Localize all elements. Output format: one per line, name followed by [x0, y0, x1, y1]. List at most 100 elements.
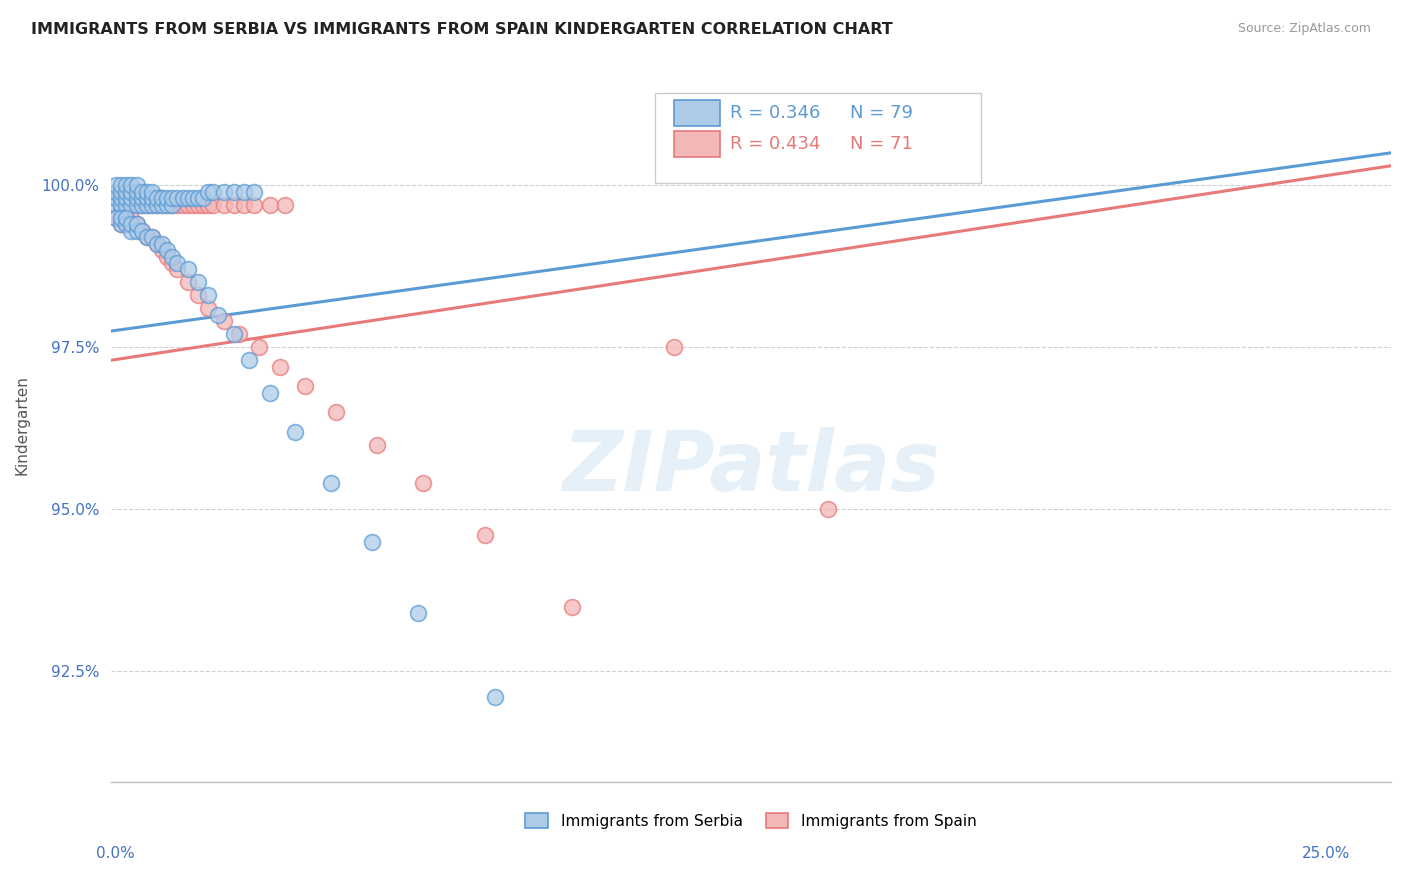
Point	[222, 327, 245, 342]
Point	[233, 185, 256, 199]
Point	[146, 191, 169, 205]
Text: 0.0%: 0.0%	[96, 847, 135, 861]
Point	[259, 385, 281, 400]
Point	[162, 191, 184, 205]
Point	[177, 197, 200, 211]
Point	[319, 476, 342, 491]
Point	[115, 185, 138, 199]
Point	[105, 191, 128, 205]
Point	[131, 197, 153, 211]
Point	[125, 224, 148, 238]
Point	[120, 185, 142, 199]
Point	[105, 197, 128, 211]
Point	[120, 217, 142, 231]
Point	[131, 224, 153, 238]
Point	[222, 197, 245, 211]
Point	[125, 191, 148, 205]
Legend: Immigrants from Serbia, Immigrants from Spain: Immigrants from Serbia, Immigrants from …	[519, 806, 983, 835]
Text: R = 0.346: R = 0.346	[731, 103, 821, 121]
Point	[228, 327, 250, 342]
Point	[177, 191, 200, 205]
Point	[474, 528, 496, 542]
Point	[212, 185, 235, 199]
Text: N = 71: N = 71	[849, 135, 912, 153]
Point	[125, 191, 148, 205]
Point	[187, 197, 209, 211]
Point	[146, 236, 169, 251]
Point	[817, 502, 839, 516]
Point	[212, 197, 235, 211]
Point	[110, 197, 132, 211]
Point	[110, 191, 132, 205]
Point	[166, 197, 188, 211]
Point	[105, 191, 128, 205]
Point	[125, 217, 148, 231]
FancyBboxPatch shape	[655, 94, 981, 183]
Point	[191, 191, 214, 205]
Point	[120, 217, 142, 231]
Point	[274, 197, 297, 211]
Point	[141, 197, 163, 211]
Point	[110, 211, 132, 225]
Point	[105, 211, 128, 225]
Point	[115, 217, 138, 231]
Point	[150, 191, 173, 205]
FancyBboxPatch shape	[673, 131, 720, 157]
Point	[135, 197, 157, 211]
Text: IMMIGRANTS FROM SERBIA VS IMMIGRANTS FROM SPAIN KINDERGARTEN CORRELATION CHART: IMMIGRANTS FROM SERBIA VS IMMIGRANTS FRO…	[31, 22, 893, 37]
Point	[105, 178, 128, 193]
Point	[284, 425, 307, 439]
Point	[294, 379, 316, 393]
Point	[166, 262, 188, 277]
Point	[166, 256, 188, 270]
Point	[366, 437, 388, 451]
Point	[361, 534, 384, 549]
Point	[125, 197, 148, 211]
Point	[259, 197, 281, 211]
Point	[110, 185, 132, 199]
Point	[172, 197, 194, 211]
Point	[166, 191, 188, 205]
Point	[125, 217, 148, 231]
Point	[197, 185, 219, 199]
Point	[202, 197, 225, 211]
Point	[135, 230, 157, 244]
Point	[162, 197, 184, 211]
Point	[191, 197, 214, 211]
Point	[150, 197, 173, 211]
Point	[115, 191, 138, 205]
Point	[125, 178, 148, 193]
Point	[120, 224, 142, 238]
Point	[197, 197, 219, 211]
Point	[146, 197, 169, 211]
Point	[125, 197, 148, 211]
Point	[162, 197, 184, 211]
Point	[141, 191, 163, 205]
Point	[202, 185, 225, 199]
Point	[243, 185, 266, 199]
Point	[172, 191, 194, 205]
Point	[131, 185, 153, 199]
Point	[141, 230, 163, 244]
Point	[115, 178, 138, 193]
Point	[212, 314, 235, 328]
Point	[110, 211, 132, 225]
Point	[162, 256, 184, 270]
Point	[177, 262, 200, 277]
Point	[115, 197, 138, 211]
Point	[146, 191, 169, 205]
Point	[197, 301, 219, 316]
Point	[135, 191, 157, 205]
Point	[187, 288, 209, 302]
Point	[120, 191, 142, 205]
Point	[156, 243, 179, 257]
Point	[181, 191, 204, 205]
Point	[110, 204, 132, 219]
Point	[120, 185, 142, 199]
Text: Source: ZipAtlas.com: Source: ZipAtlas.com	[1237, 22, 1371, 36]
Point	[120, 178, 142, 193]
Point	[141, 197, 163, 211]
FancyBboxPatch shape	[673, 100, 720, 126]
Point	[187, 191, 209, 205]
Point	[412, 476, 434, 491]
